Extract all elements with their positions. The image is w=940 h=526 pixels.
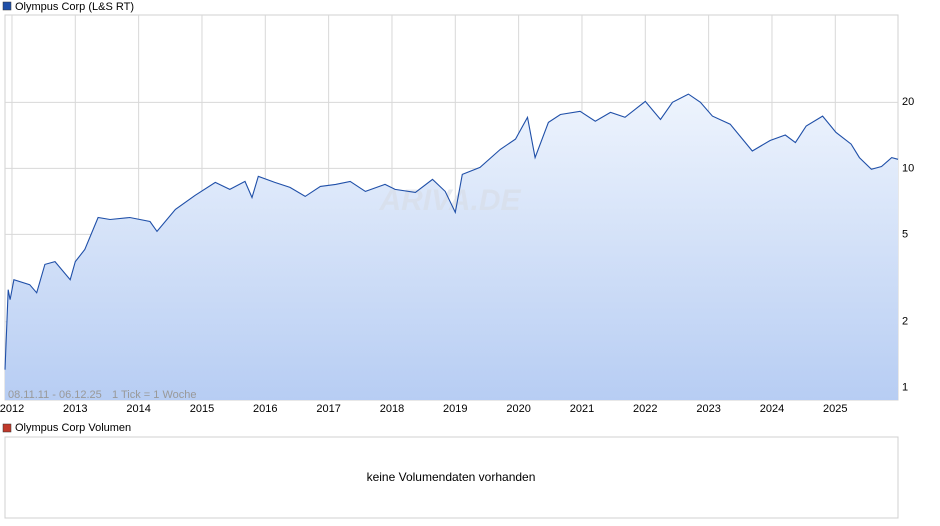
y-tick-label: 1 [902, 382, 908, 394]
x-tick-label: 2012 [0, 403, 24, 415]
legend-label: Olympus Corp (L&S RT) [15, 1, 134, 13]
x-tick-label: 2025 [823, 403, 847, 415]
x-tick-label: 2019 [443, 403, 467, 415]
x-tick-label: 2015 [190, 403, 214, 415]
volume-legend-label: Olympus Corp Volumen [15, 422, 131, 434]
x-tick-label: 2023 [696, 403, 720, 415]
y-tick-label: 20 [902, 96, 914, 108]
y-tick-label: 5 [902, 228, 908, 240]
y-tick-label: 10 [902, 162, 914, 174]
x-tick-label: 2013 [63, 403, 87, 415]
x-tick-label: 2017 [316, 403, 340, 415]
volume-message: keine Volumendaten vorhanden [367, 470, 536, 484]
x-tick-label: 2016 [253, 403, 277, 415]
legend-swatch [2, 1, 12, 11]
x-tick-label: 2018 [380, 403, 404, 415]
volume-legend-swatch [2, 423, 12, 433]
x-tick-label: 2021 [570, 403, 594, 415]
x-tick-label: 2022 [633, 403, 657, 415]
volume-panel [4, 436, 899, 519]
area [5, 94, 898, 400]
price-line [4, 93, 899, 370]
tick-label: 1 Tick = 1 Woche [112, 389, 196, 401]
x-tick-label: 2014 [126, 403, 150, 415]
x-tick-label: 2020 [506, 403, 530, 415]
range-label: 08.11.11 - 06.12.25 [8, 389, 102, 401]
x-tick-label: 2024 [760, 403, 784, 415]
y-tick-label: 2 [902, 316, 908, 328]
